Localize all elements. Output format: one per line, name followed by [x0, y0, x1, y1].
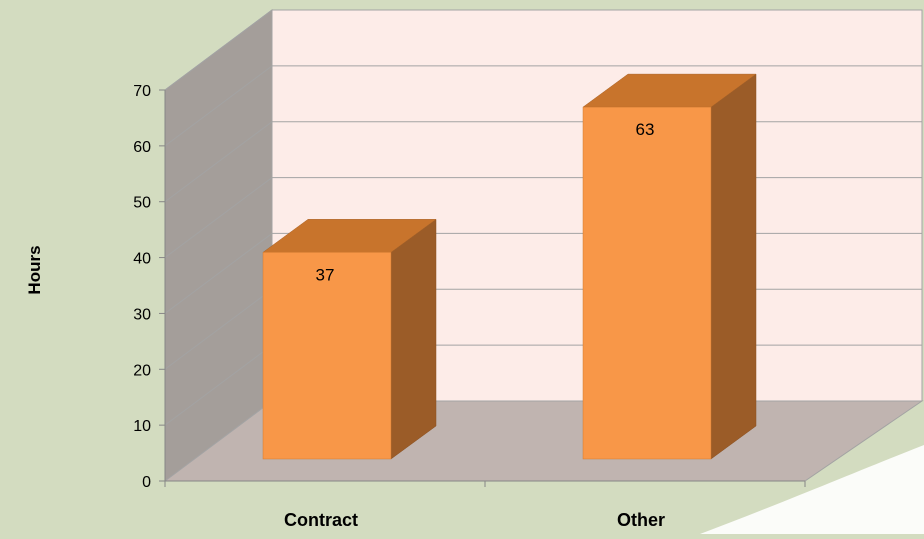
data-label: 37	[316, 265, 335, 284]
y-tick-label: 20	[133, 362, 151, 379]
x-category-label: Contract	[284, 510, 358, 530]
bar-contract	[262, 252, 392, 460]
bar-side	[710, 73, 757, 460]
y-tick-label: 0	[142, 474, 151, 491]
gridline-diagonal	[164, 233, 273, 314]
y-tick-label: 60	[133, 139, 151, 156]
gridline-diagonal	[164, 9, 273, 91]
gridline-diagonal	[164, 288, 273, 370]
x-category-label: Other	[617, 510, 665, 530]
axes: 0 10 20 30 40 50 60 70 Contract Other	[133, 83, 806, 530]
gridline-diagonal	[164, 344, 273, 426]
bar-other	[582, 106, 712, 460]
y-axis-label: Hours	[25, 245, 44, 294]
y-tick-label: 10	[133, 418, 151, 435]
gridline-diagonal	[164, 177, 273, 258]
bar-side	[390, 218, 437, 460]
y-tick-label: 40	[133, 251, 151, 268]
gridline-diagonal	[164, 121, 273, 203]
y-tick-label: 30	[133, 306, 151, 323]
data-label: 63	[636, 120, 655, 139]
gridline-diagonal	[164, 65, 273, 147]
y-tick-label: 70	[133, 83, 151, 100]
y-tick-label: 50	[133, 195, 151, 212]
decorative-swoosh	[700, 445, 924, 534]
bars: 37 63	[262, 73, 757, 460]
